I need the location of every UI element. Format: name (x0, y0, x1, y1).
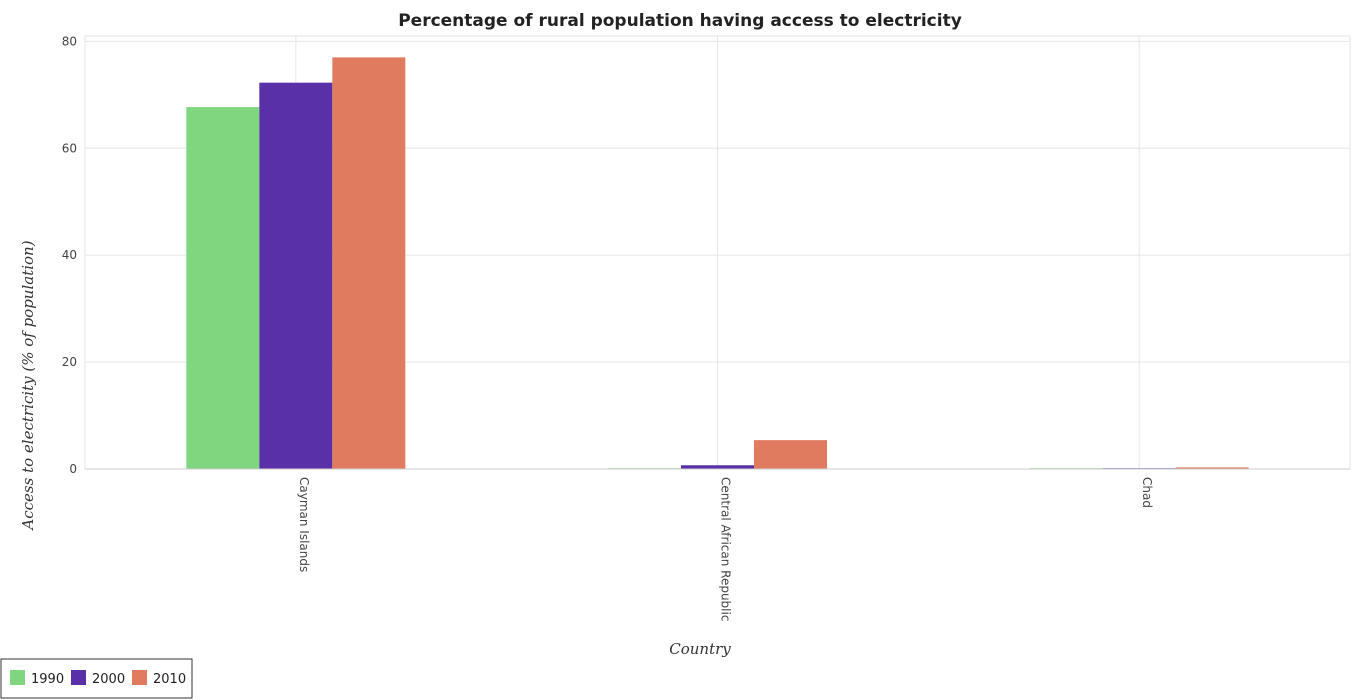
legend-label-2000: 2000 (92, 672, 125, 687)
legend-swatch-2010 (132, 670, 147, 685)
bar-2000 (681, 465, 754, 469)
y-tick-label: 80 (62, 34, 77, 48)
bar-2010 (754, 440, 827, 469)
x-tick-label: Chad (1140, 477, 1154, 508)
legend-swatch-1990 (10, 670, 25, 685)
y-tick-label: 60 (62, 141, 77, 155)
legend-swatch-2000 (71, 670, 86, 685)
plot-area: 0 20 40 60 80 Cayman Islands Central African R… (62, 34, 1351, 621)
legend: 1990 2000 2010 (0, 658, 193, 699)
legend-box (0, 658, 193, 699)
bar-2010 (1175, 467, 1249, 469)
bar-1990 (186, 107, 260, 469)
y-tick-label: 0 (69, 462, 77, 476)
y-tick-label: 20 (62, 355, 77, 369)
bar-2010 (332, 57, 406, 469)
y-tick-label: 40 (62, 248, 77, 262)
x-axis-label: Country (669, 640, 731, 658)
chart-title: Percentage of rural population having ac… (398, 11, 962, 31)
x-tick-label: Central African Republic (719, 477, 733, 621)
y-axis-label: Access to electricity (% of population) (19, 240, 37, 531)
legend-label-1990: 1990 (31, 672, 64, 687)
bar-2000 (259, 82, 333, 469)
x-tick-label: Cayman Islands (297, 477, 311, 572)
legend-label-2010: 2010 (153, 672, 186, 687)
